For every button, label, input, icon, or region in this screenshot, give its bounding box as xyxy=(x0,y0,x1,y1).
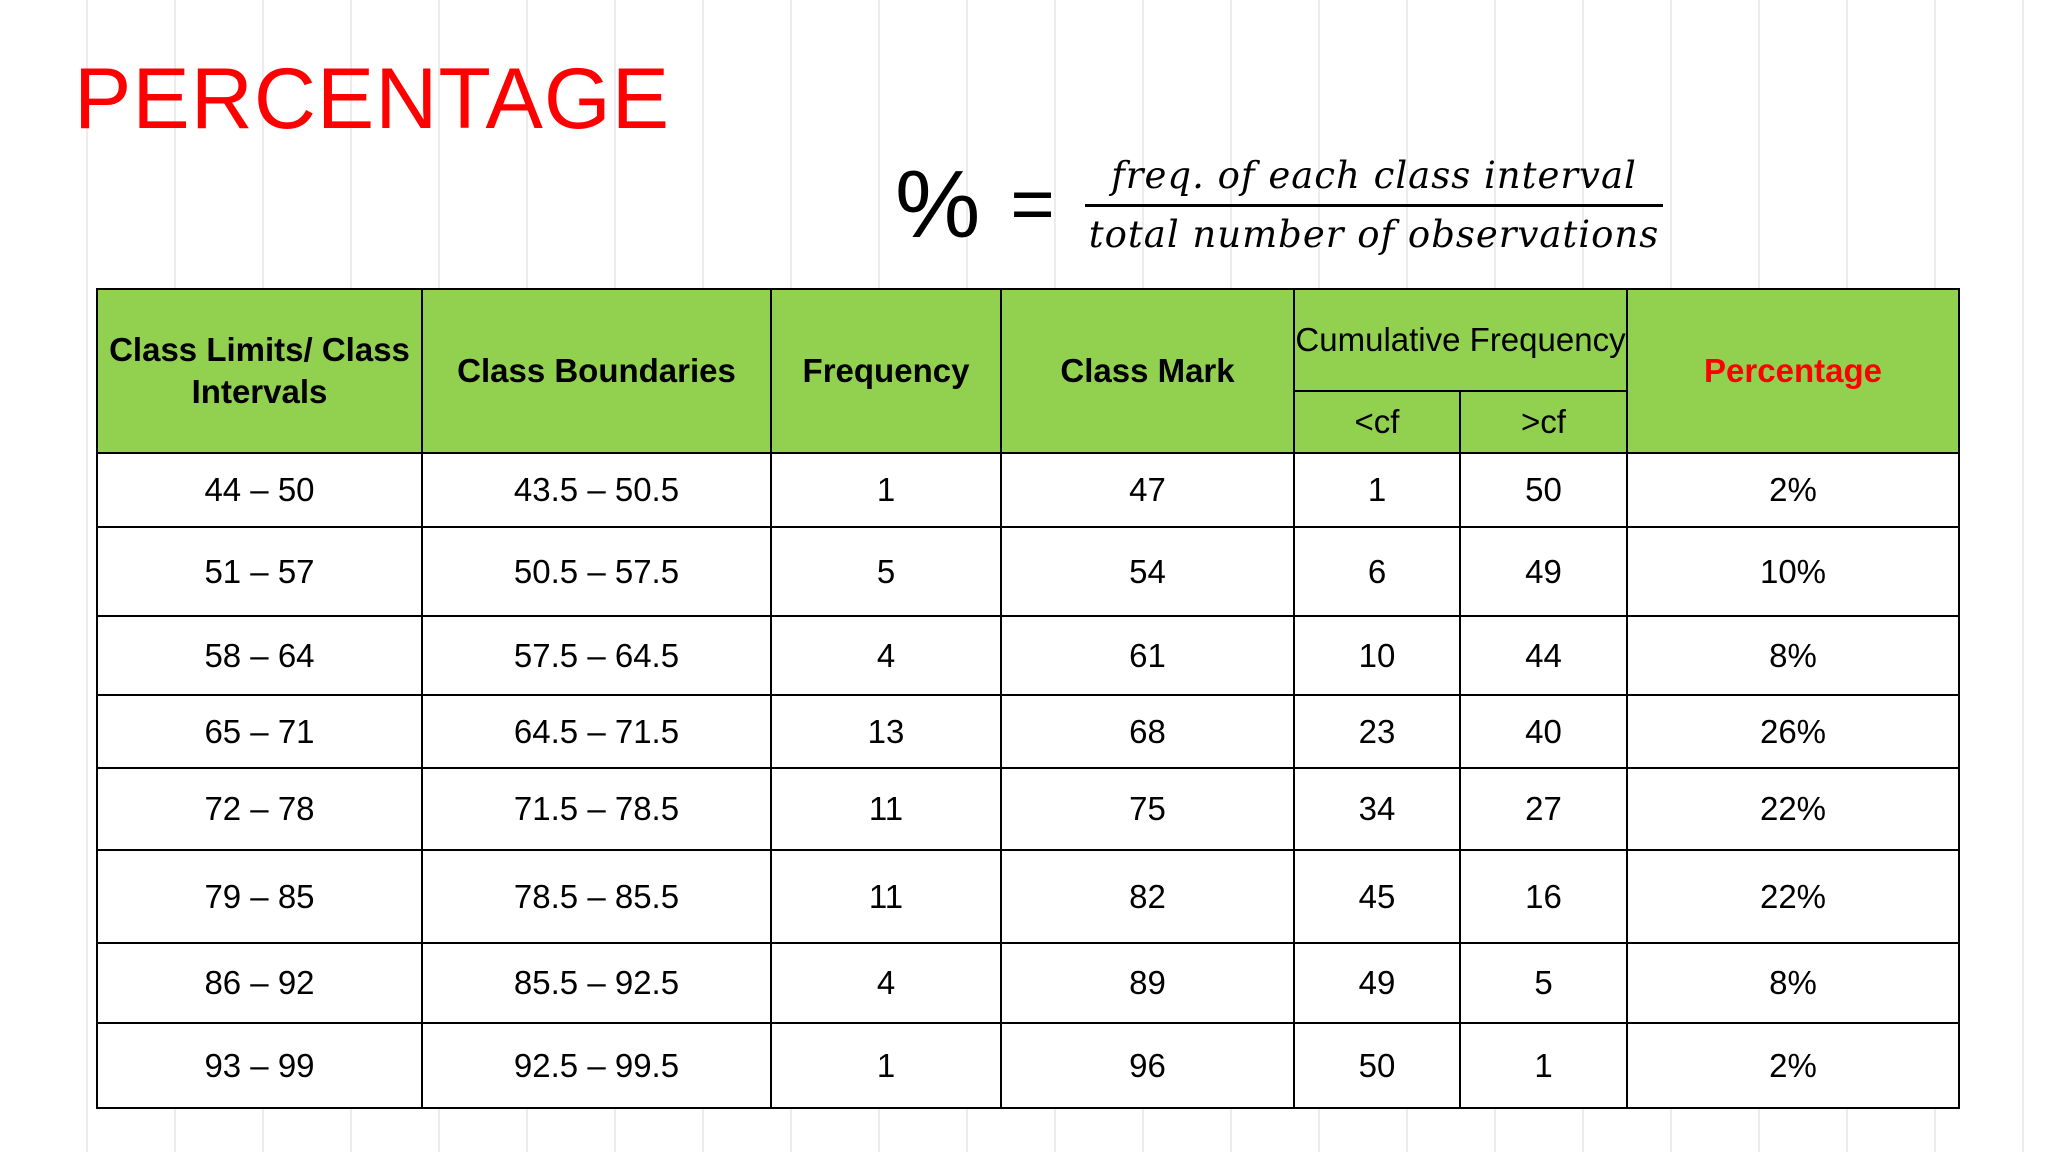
cell-class-limits: 58 – 64 xyxy=(96,614,423,697)
cell-class-boundaries: 85.5 – 92.5 xyxy=(421,941,772,1025)
table-row: 86 – 92 85.5 – 92.5 4 89 49 5 8% xyxy=(96,941,1960,1025)
cell-class-limits: 86 – 92 xyxy=(96,941,423,1025)
table-row: 51 – 57 50.5 – 57.5 5 54 6 49 10% xyxy=(96,526,1960,617)
cell-greater-cf: 40 xyxy=(1459,694,1628,769)
cell-class-mark: 82 xyxy=(1000,849,1295,944)
cell-class-mark: 89 xyxy=(1000,941,1295,1025)
cell-greater-cf: 5 xyxy=(1459,941,1628,1025)
cell-class-limits: 79 – 85 xyxy=(96,849,423,944)
cell-frequency: 11 xyxy=(770,766,1002,852)
table-body: 44 – 50 43.5 – 50.5 1 47 1 50 2% 51 – 57 50.5 – … xyxy=(96,451,1960,1109)
cell-class-mark: 61 xyxy=(1000,614,1295,697)
header-cumulative-frequency: Cumulative Frequency xyxy=(1293,288,1628,392)
cell-less-cf: 34 xyxy=(1293,766,1461,852)
cell-greater-cf: 49 xyxy=(1459,526,1628,617)
cell-frequency: 4 xyxy=(770,941,1002,1025)
header-frequency: Frequency xyxy=(770,288,1002,454)
table-row: 93 – 99 92.5 – 99.5 1 96 50 1 2% xyxy=(96,1022,1960,1109)
cell-less-cf: 49 xyxy=(1293,941,1461,1025)
cell-class-mark: 54 xyxy=(1000,526,1295,617)
cell-percentage: 26% xyxy=(1626,694,1960,769)
cell-greater-cf: 1 xyxy=(1459,1022,1628,1109)
fraction-denominator: total number of observations xyxy=(1088,212,1660,256)
cell-greater-cf: 44 xyxy=(1459,614,1628,697)
cell-greater-cf: 27 xyxy=(1459,766,1628,852)
cell-class-limits: 72 – 78 xyxy=(96,766,423,852)
cell-class-boundaries: 92.5 – 99.5 xyxy=(421,1022,772,1109)
cell-class-boundaries: 57.5 – 64.5 xyxy=(421,614,772,697)
header-less-cf: <cf xyxy=(1293,390,1461,454)
cell-class-boundaries: 43.5 – 50.5 xyxy=(421,451,772,529)
frequency-distribution-table: Class Limits/ Class Intervals Class Boun… xyxy=(96,288,1960,1109)
cell-class-limits: 51 – 57 xyxy=(96,526,423,617)
cell-percentage: 22% xyxy=(1626,766,1960,852)
header-percentage: Percentage xyxy=(1626,288,1960,454)
cell-greater-cf: 50 xyxy=(1459,451,1628,529)
cell-frequency: 13 xyxy=(770,694,1002,769)
cell-less-cf: 45 xyxy=(1293,849,1461,944)
cell-percentage: 8% xyxy=(1626,941,1960,1025)
cell-class-boundaries: 71.5 – 78.5 xyxy=(421,766,772,852)
cell-percentage: 2% xyxy=(1626,1022,1960,1109)
fraction: freq. of each class interval total numbe… xyxy=(1084,150,1664,261)
cell-frequency: 11 xyxy=(770,849,1002,944)
cell-frequency: 1 xyxy=(770,451,1002,529)
cell-class-boundaries: 50.5 – 57.5 xyxy=(421,526,772,617)
cell-frequency: 1 xyxy=(770,1022,1002,1109)
fraction-numerator: freq. of each class interval xyxy=(1111,153,1637,197)
header-greater-cf: >cf xyxy=(1459,390,1628,454)
cell-class-boundaries: 64.5 – 71.5 xyxy=(421,694,772,769)
cell-less-cf: 6 xyxy=(1293,526,1461,617)
percentage-formula: % = freq. of each class interval total n… xyxy=(895,145,1664,265)
fraction-bar xyxy=(1084,203,1664,207)
table-row: 79 – 85 78.5 – 85.5 11 82 45 16 22% xyxy=(96,849,1960,944)
cell-class-mark: 47 xyxy=(1000,451,1295,529)
cell-percentage: 2% xyxy=(1626,451,1960,529)
cell-class-limits: 44 – 50 xyxy=(96,451,423,529)
table-header: Class Limits/ Class Intervals Class Boun… xyxy=(96,288,1960,454)
cell-class-limits: 65 – 71 xyxy=(96,694,423,769)
cell-frequency: 5 xyxy=(770,526,1002,617)
cell-percentage: 10% xyxy=(1626,526,1960,617)
cell-less-cf: 23 xyxy=(1293,694,1461,769)
cell-class-mark: 75 xyxy=(1000,766,1295,852)
percent-symbol: % xyxy=(895,151,981,258)
cell-class-boundaries: 78.5 – 85.5 xyxy=(421,849,772,944)
page-title: PERCENTAGE xyxy=(74,51,671,147)
cell-less-cf: 10 xyxy=(1293,614,1461,697)
header-class-boundaries: Class Boundaries xyxy=(421,288,772,454)
table-row: 72 – 78 71.5 – 78.5 11 75 34 27 22% xyxy=(96,766,1960,852)
equals-sign: = xyxy=(1010,162,1055,247)
cell-class-mark: 96 xyxy=(1000,1022,1295,1109)
cell-less-cf: 50 xyxy=(1293,1022,1461,1109)
cell-class-mark: 68 xyxy=(1000,694,1295,769)
header-class-limits: Class Limits/ Class Intervals xyxy=(96,288,423,454)
cell-less-cf: 1 xyxy=(1293,451,1461,529)
cell-greater-cf: 16 xyxy=(1459,849,1628,944)
table-row: 58 – 64 57.5 – 64.5 4 61 10 44 8% xyxy=(96,614,1960,697)
header-class-mark: Class Mark xyxy=(1000,288,1295,454)
cell-percentage: 22% xyxy=(1626,849,1960,944)
table-row: 65 – 71 64.5 – 71.5 13 68 23 40 26% xyxy=(96,694,1960,769)
cell-percentage: 8% xyxy=(1626,614,1960,697)
cell-class-limits: 93 – 99 xyxy=(96,1022,423,1109)
cell-frequency: 4 xyxy=(770,614,1002,697)
table-row: 44 – 50 43.5 – 50.5 1 47 1 50 2% xyxy=(96,451,1960,529)
